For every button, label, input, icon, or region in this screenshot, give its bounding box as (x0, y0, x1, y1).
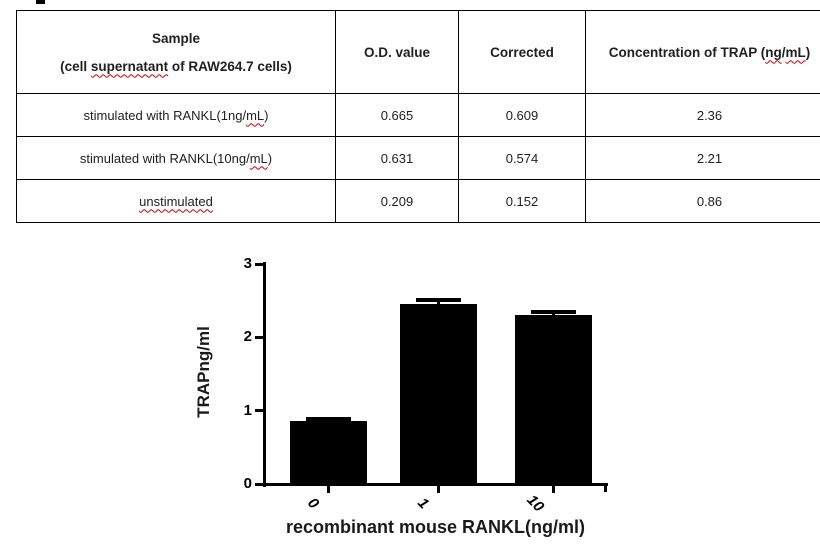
spellcheck-word: supernatant (90, 58, 169, 74)
cell-corrected: 0.574 (458, 136, 586, 180)
y-tick-label: 3 (243, 255, 252, 273)
x-tick-label: 1 (414, 494, 433, 513)
error-bar-cap (415, 298, 461, 303)
x-axis-line (263, 483, 608, 486)
header-cell-sample: Sample (cell supernatant of RAW264.7 cel… (16, 10, 336, 94)
cell-od-value: 0.665 (335, 93, 459, 137)
table-row: stimulated with RANKL(1ng/mL) 0.665 0.60… (16, 93, 820, 137)
spellcheck-word: mL (249, 150, 268, 166)
bar (399, 303, 477, 484)
y-tick (255, 262, 263, 266)
x-tick (436, 486, 440, 493)
cell-concentration: 0.86 (585, 179, 820, 223)
error-bar-cap (530, 310, 576, 315)
header-sample-subtitle: (cell supernatant of RAW264.7 cells) (60, 58, 292, 74)
x-tick (326, 486, 330, 493)
header-cell-concentration: Concentration of TRAP (ng/mL) (585, 10, 820, 94)
spellcheck-word: mL (246, 107, 265, 123)
y-tick-label: 0 (243, 475, 252, 492)
y-tick (255, 409, 263, 413)
cropped-character-fragment (36, 0, 45, 4)
y-axis-line (263, 262, 266, 487)
table-row: stimulated with RANKL(10ng/mL) 0.631 0.5… (16, 136, 820, 180)
y-axis-title: TRAPng/ml (194, 326, 213, 418)
spellcheck-word: mL (785, 44, 806, 60)
header-sample-title: Sample (151, 30, 201, 46)
cell-sample: stimulated with RANKL(1ng/mL) (16, 93, 336, 137)
x-axis-title: recombinant mouse RANKL(ng/ml) (285, 517, 585, 537)
cell-od-value: 0.631 (335, 136, 459, 180)
x-tick (551, 486, 555, 493)
header-cell-corrected: Corrected (458, 10, 586, 94)
y-tick-label: 2 (243, 328, 252, 346)
y-tick-label: 1 (243, 401, 252, 419)
bar (514, 314, 592, 484)
x-tick-label: 10 (523, 491, 548, 516)
cell-od-value: 0.209 (335, 179, 459, 223)
cell-corrected: 0.152 (458, 179, 586, 223)
spellcheck-word: ng (765, 44, 782, 60)
cell-sample: unstimulated (16, 179, 336, 223)
x-tick-label: 0 (304, 494, 323, 513)
error-bar-cap (305, 416, 351, 421)
assay-results-table: Sample (cell supernatant of RAW264.7 cel… (16, 10, 820, 223)
table-header-row: Sample (cell supernatant of RAW264.7 cel… (16, 10, 820, 94)
bar (289, 420, 367, 484)
spellcheck-word: unstimulated (139, 193, 213, 209)
y-tick (255, 482, 263, 486)
y-tick (255, 335, 263, 339)
table-row: unstimulated 0.209 0.152 0.86 (16, 179, 820, 223)
header-cell-od-value: O.D. value (335, 10, 459, 94)
cell-concentration: 2.21 (585, 136, 820, 180)
x-axis-end-tick (604, 486, 607, 492)
